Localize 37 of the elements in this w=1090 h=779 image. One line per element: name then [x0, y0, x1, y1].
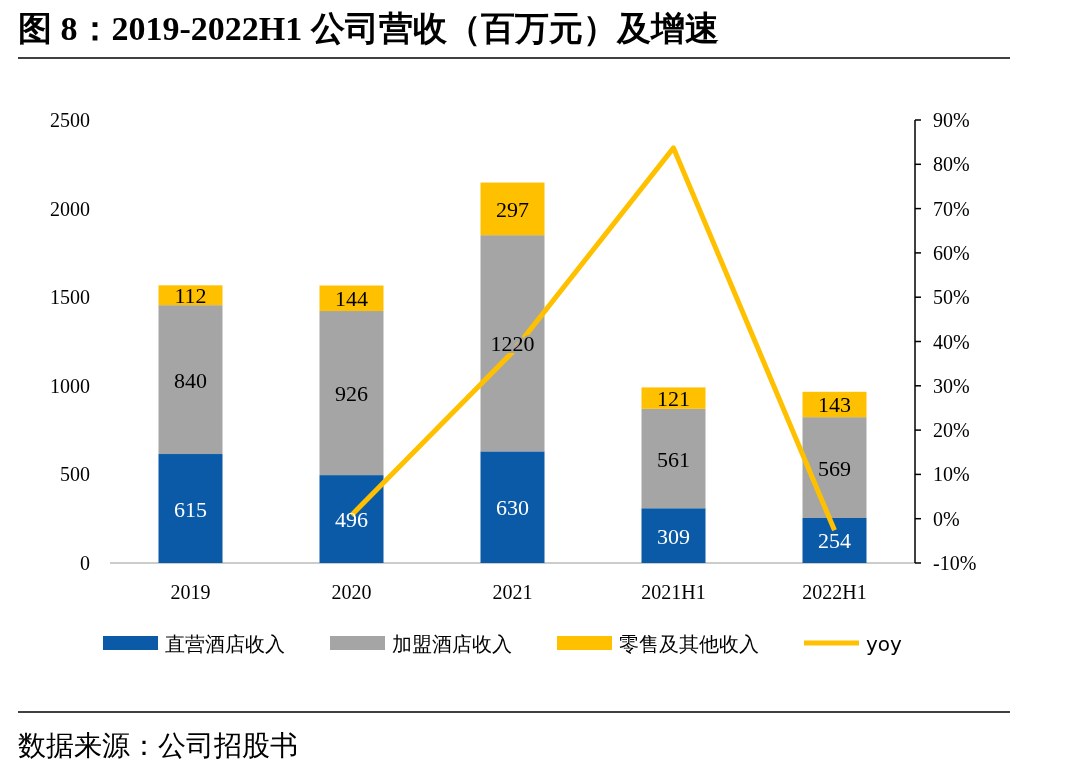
bar [480, 451, 545, 563]
y-tick-label: 2000 [50, 197, 90, 220]
source-note: 数据来源：公司招股书 [18, 730, 298, 761]
legend-label: 直营酒店收入 [165, 632, 285, 656]
chart-title: 图 8：2019-2022H1 公司营收（百万元）及增速 [18, 10, 719, 47]
y-tick-label: 500 [60, 463, 90, 486]
x-tick-label: 2020 [331, 581, 372, 603]
x-tick-label: 2022H1 [802, 581, 867, 603]
bar [158, 454, 223, 563]
y2-tick-label: 90% [933, 109, 970, 131]
y2-tick-label: 40% [933, 330, 970, 353]
y2-tick-label: 50% [933, 286, 970, 309]
bar [641, 508, 706, 563]
legend-label: 零售及其他收入 [619, 632, 759, 656]
bar [319, 311, 384, 476]
y2-tick-label: 70% [933, 197, 970, 220]
x-tick-label: 2021H1 [641, 581, 706, 603]
y-tick-label: 2500 [50, 109, 90, 131]
legend-label: yoy [866, 632, 903, 656]
y-tick-label: 1000 [50, 374, 90, 397]
y2-tick-label: -10% [933, 552, 977, 574]
bar [158, 305, 223, 455]
bar [319, 475, 384, 563]
y2-tick-label: 20% [933, 419, 970, 442]
bar [480, 235, 545, 452]
legend-label: 加盟酒店收入 [392, 632, 512, 656]
y2-tick-label: 80% [933, 153, 970, 176]
y-tick-label: 0 [80, 552, 90, 574]
bar [802, 517, 867, 563]
y2-tick-label: 10% [933, 463, 970, 486]
y-tick-label: 1500 [50, 286, 90, 309]
bar [641, 408, 706, 509]
y2-tick-label: 30% [933, 374, 970, 397]
y2-tick-label: 60% [933, 241, 970, 264]
x-tick-label: 2019 [170, 581, 211, 603]
y2-tick-label: 0% [933, 507, 960, 530]
x-tick-label: 2021 [492, 581, 533, 603]
